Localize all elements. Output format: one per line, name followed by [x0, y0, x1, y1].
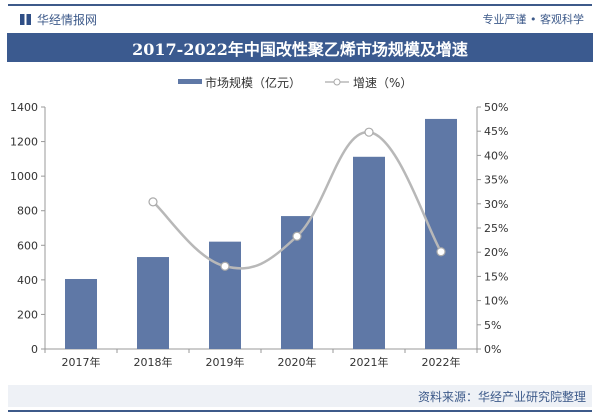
x-tick-label: 2019年 — [206, 355, 245, 369]
left-tick-label: 0 — [31, 343, 38, 356]
left-tick-label: 400 — [17, 274, 38, 287]
legend-bar-label: 市场规模（亿元） — [205, 75, 301, 90]
x-tick-label: 2018年 — [134, 355, 173, 369]
left-tick-label: 600 — [17, 239, 38, 252]
legend-bar-swatch — [178, 79, 202, 84]
bar-2022年 — [425, 118, 457, 349]
brand-name: 华经情报网 — [37, 13, 98, 27]
right-tick-label: 5% — [484, 319, 501, 332]
growth-point — [436, 247, 446, 257]
growth-point — [220, 261, 230, 271]
growth-point — [364, 127, 374, 137]
growth-point — [292, 231, 302, 241]
source-note: 资料来源：华经产业研究院整理 — [417, 390, 586, 404]
left-tick-label: 1400 — [10, 101, 38, 114]
bottom-rule — [8, 410, 592, 412]
bar-2019年 — [209, 241, 241, 349]
slogan: 专业严谨 • 客观科学 — [482, 13, 584, 26]
right-tick-label: 35% — [484, 174, 508, 187]
x-tick-label: 2021年 — [350, 355, 389, 369]
growth-line — [152, 130, 443, 270]
left-tick-label: 800 — [17, 205, 38, 218]
right-tick-label: 45% — [484, 125, 508, 138]
growth-point — [148, 197, 158, 207]
legend-line-marker — [333, 78, 341, 86]
right-tick-label: 0% — [484, 343, 501, 356]
x-tick-label: 2017年 — [62, 355, 101, 369]
left-tick-label: 1200 — [10, 136, 38, 149]
chart-title: 2017-2022年中国改性聚乙烯市场规模及增速 — [7, 33, 593, 62]
x-tick-label: 2020年 — [278, 355, 317, 369]
brand-logo-icon — [20, 14, 31, 25]
bar-2018年 — [137, 257, 169, 349]
top-rule — [8, 4, 592, 6]
right-tick-label: 15% — [484, 270, 508, 283]
right-tick-label: 10% — [484, 295, 508, 308]
left-tick-label: 1000 — [10, 170, 38, 183]
bar-2017年 — [65, 278, 97, 349]
brand: 华经情报网 — [20, 11, 97, 28]
right-tick-label: 30% — [484, 198, 508, 211]
left-tick-label: 200 — [17, 308, 38, 321]
right-tick-label: 25% — [484, 222, 508, 235]
bar-2021年 — [353, 156, 385, 349]
right-tick-label: 50% — [484, 101, 508, 114]
right-tick-label: 40% — [484, 149, 508, 162]
x-tick-label: 2022年 — [422, 355, 461, 369]
right-tick-label: 20% — [484, 246, 508, 259]
footer-band — [8, 385, 592, 407]
legend-line-label: 增速（%） — [353, 76, 412, 90]
